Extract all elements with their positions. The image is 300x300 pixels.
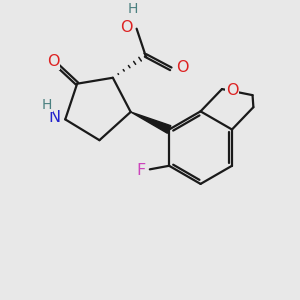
Text: H: H (128, 2, 138, 16)
Text: O: O (120, 20, 133, 35)
Text: O: O (47, 54, 60, 69)
Text: H: H (42, 98, 52, 112)
Text: F: F (136, 163, 146, 178)
Text: N: N (49, 110, 61, 125)
Text: O: O (226, 83, 238, 98)
Text: O: O (176, 60, 189, 75)
Polygon shape (131, 112, 171, 133)
